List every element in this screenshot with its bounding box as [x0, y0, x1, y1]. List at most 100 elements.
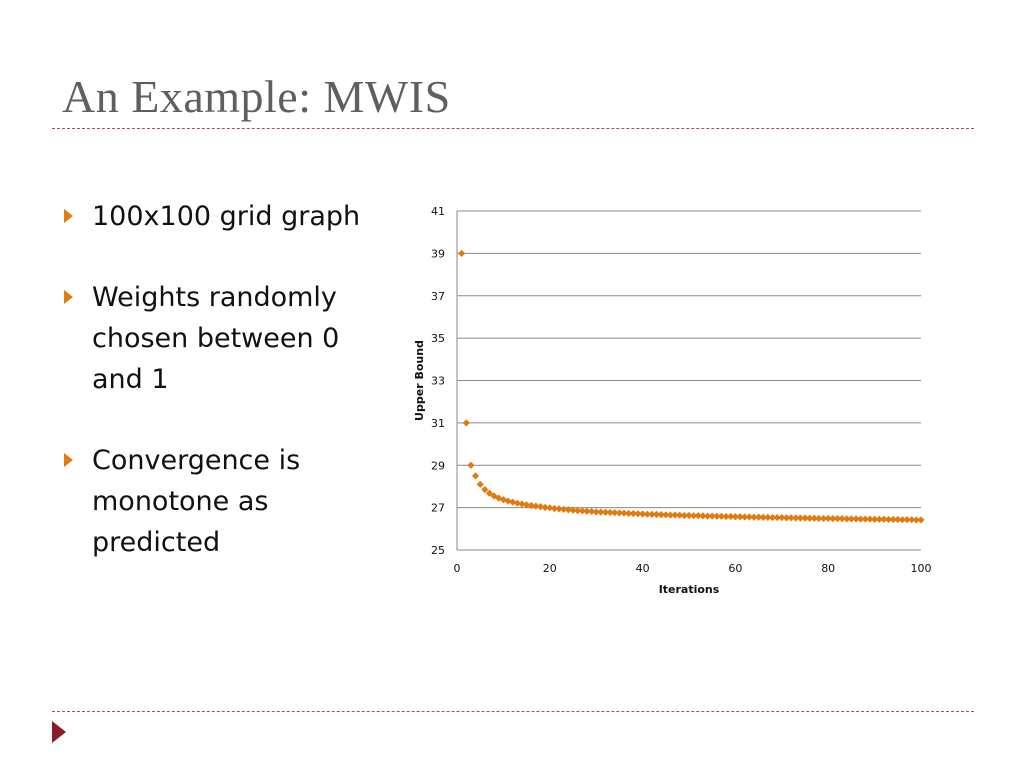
slide-title: An Example: MWIS [62, 71, 451, 122]
data-point [708, 512, 716, 520]
data-point [861, 515, 869, 523]
data-point [778, 513, 786, 522]
data-point [871, 515, 879, 523]
data-point [857, 515, 865, 523]
data-point [875, 515, 883, 523]
bullet-text: Convergence is monotone as predicted [92, 445, 301, 558]
data-point [773, 513, 781, 522]
data-point [755, 513, 763, 521]
data-point [620, 509, 628, 517]
data-point [801, 514, 809, 522]
data-point [476, 480, 484, 488]
data-point [833, 515, 842, 523]
y-axis-title: Upper Bound [413, 340, 426, 421]
data-point [731, 513, 739, 521]
data-point [699, 512, 707, 520]
data-point [852, 515, 860, 523]
data-point [467, 461, 475, 469]
data-point [481, 486, 489, 494]
x-tick-label: 60 [728, 562, 742, 575]
data-point [569, 506, 577, 514]
y-tick-label: 29 [431, 459, 445, 472]
data-point [490, 492, 498, 500]
data-point [908, 516, 916, 524]
data-point [884, 515, 893, 524]
data-point [713, 512, 721, 520]
data-point [634, 510, 642, 518]
title-divider [52, 128, 974, 129]
data-point [527, 501, 535, 510]
data-point [764, 513, 772, 521]
data-point [652, 510, 661, 519]
data-point [880, 515, 888, 523]
data-point [745, 513, 753, 521]
data-point [736, 513, 744, 521]
y-tick-label: 37 [431, 290, 445, 303]
data-point [894, 515, 902, 524]
x-tick-label: 100 [911, 562, 932, 575]
data-point [643, 510, 651, 518]
data-point [815, 514, 823, 523]
y-tick-label: 39 [431, 247, 445, 260]
data-point [768, 513, 777, 522]
data-point [666, 511, 675, 519]
data-point [532, 502, 540, 510]
next-slide-icon[interactable] [52, 721, 66, 743]
data-point [722, 512, 730, 521]
y-tick-label: 27 [431, 502, 445, 515]
data-point [462, 419, 470, 427]
data-point [824, 514, 832, 523]
data-point [536, 503, 545, 511]
x-tick-label: 40 [636, 562, 650, 575]
y-tick-label: 33 [431, 375, 445, 388]
data-point [866, 515, 874, 523]
data-point [741, 513, 749, 521]
data-point [458, 249, 466, 257]
y-tick-label: 35 [431, 332, 445, 345]
data-point [471, 472, 480, 480]
x-tick-label: 80 [821, 562, 835, 575]
data-point [810, 514, 818, 522]
data-point [662, 511, 670, 519]
data-point [680, 511, 688, 520]
x-tick-label: 20 [543, 562, 557, 575]
data-point [796, 514, 804, 522]
data-point [792, 514, 800, 522]
x-tick-label: 0 [454, 562, 461, 575]
data-point [806, 514, 814, 522]
bullet-list: 100x100 grid graph Weights randomly chos… [62, 196, 382, 603]
data-point [838, 515, 846, 523]
data-point [578, 507, 586, 515]
data-point [889, 515, 897, 524]
data-point [671, 511, 679, 519]
data-point [694, 512, 702, 520]
data-point [917, 516, 925, 524]
data-point [898, 516, 907, 524]
bullet-item: Weights randomly chosen between 0 and 1 [62, 277, 382, 400]
bullet-arrow-icon [64, 209, 73, 223]
data-point [606, 508, 614, 517]
data-point [485, 489, 494, 497]
data-point [592, 508, 600, 516]
data-point [560, 505, 568, 513]
bullet-item: 100x100 grid graph [62, 196, 382, 237]
data-point [847, 515, 855, 523]
bullet-arrow-icon [64, 290, 73, 304]
data-point [819, 514, 828, 523]
data-point [703, 512, 712, 520]
data-point [782, 514, 791, 522]
y-tick-label: 25 [431, 544, 445, 557]
data-point [597, 508, 605, 516]
data-point [903, 516, 911, 524]
data-point [829, 515, 837, 523]
data-point [676, 511, 684, 519]
footer-divider [52, 711, 974, 712]
data-point [685, 511, 693, 520]
data-point [843, 515, 851, 523]
data-point [759, 513, 767, 521]
bullet-text: Weights randomly chosen between 0 and 1 [92, 282, 340, 395]
data-point [541, 503, 549, 512]
bullet-item: Convergence is monotone as predicted [62, 440, 382, 563]
bullet-text: 100x100 grid graph [92, 201, 361, 232]
chart: 25 27 29 31 33 35 37 39 41 0 20 40 60 80 100 Iterations… [400, 195, 940, 605]
